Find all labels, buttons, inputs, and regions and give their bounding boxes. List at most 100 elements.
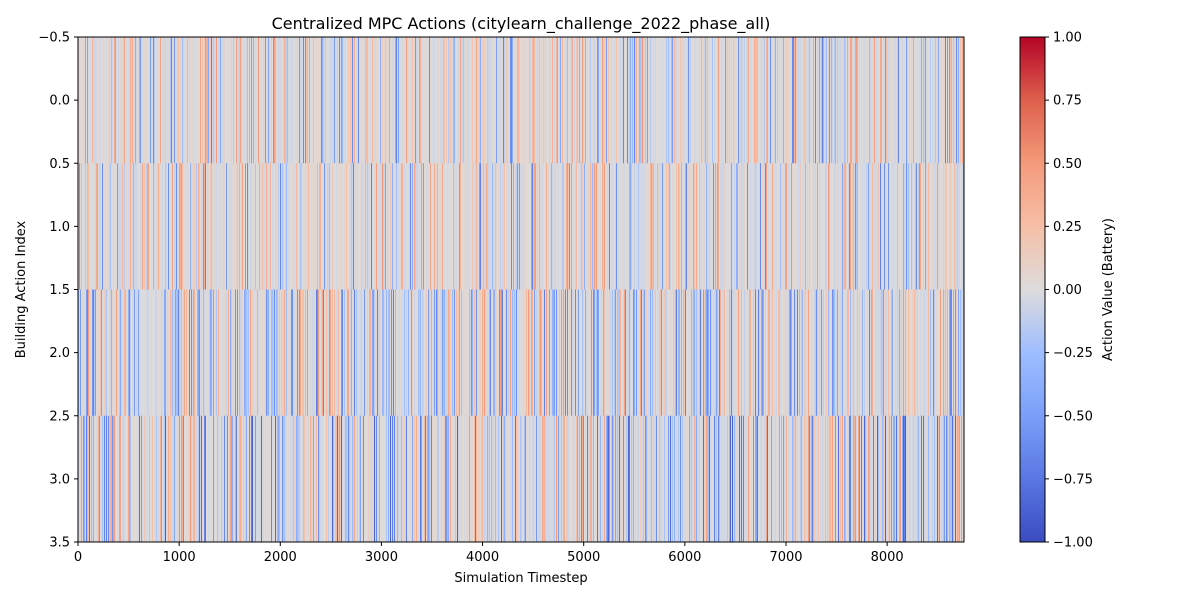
heatmap-cell — [772, 415, 774, 543]
heatmap-cell — [612, 37, 614, 164]
heatmap-cell — [472, 289, 474, 417]
heatmap-cell — [776, 289, 778, 417]
heatmap-cell — [476, 289, 478, 417]
heatmap-cell — [730, 37, 732, 164]
heatmap-cell — [548, 37, 550, 164]
heatmap-cell — [620, 289, 622, 417]
heatmap-cell — [683, 163, 685, 290]
heatmap-cell — [489, 415, 491, 543]
heatmap-cell — [184, 163, 186, 290]
heatmap-cell — [884, 415, 886, 543]
heatmap-cell — [757, 415, 759, 543]
heatmap-cell — [524, 289, 526, 417]
heatmap-cell — [471, 289, 473, 417]
heatmap-cell — [194, 415, 196, 543]
heatmap-cell — [783, 37, 785, 164]
heatmap-cell — [135, 289, 137, 417]
heatmap-cell — [708, 163, 710, 290]
heatmap-cell — [684, 163, 686, 290]
heatmap-cell — [746, 163, 748, 290]
heatmap-cell — [803, 415, 805, 543]
heatmap-cell — [502, 37, 504, 164]
heatmap-cell — [500, 37, 502, 164]
heatmap-cell — [431, 37, 433, 164]
heatmap-cell — [669, 289, 671, 417]
heatmap-cell — [542, 163, 544, 290]
heatmap-cell — [375, 415, 377, 543]
heatmap-cell — [784, 289, 786, 417]
heatmap-cell — [524, 163, 526, 290]
heatmap-cell — [910, 163, 912, 290]
heatmap-cell — [435, 37, 437, 164]
heatmap-cell — [587, 37, 589, 164]
heatmap-cell — [950, 37, 952, 164]
heatmap-cell — [87, 37, 89, 164]
heatmap-cell — [264, 163, 266, 290]
heatmap-cell — [945, 415, 947, 543]
heatmap-cell — [244, 415, 246, 543]
heatmap-cell — [879, 163, 881, 290]
heatmap-cell — [572, 415, 574, 543]
heatmap-cell — [474, 163, 476, 290]
heatmap-cell — [811, 163, 813, 290]
heatmap-cell — [299, 415, 301, 543]
heatmap-cell — [679, 289, 681, 417]
heatmap-cell — [907, 37, 909, 164]
heatmap-cell — [672, 163, 674, 290]
heatmap-cell — [289, 37, 291, 164]
heatmap-cell — [494, 415, 496, 543]
heatmap-cell — [80, 415, 82, 543]
heatmap-cell — [773, 37, 775, 164]
heatmap-cell — [608, 37, 610, 164]
heatmap-cell — [358, 415, 360, 543]
heatmap-cell — [761, 415, 763, 543]
heatmap-cell — [176, 163, 178, 290]
heatmap-cell — [335, 415, 337, 543]
heatmap-cell — [943, 415, 945, 543]
heatmap-cell — [603, 289, 605, 417]
heatmap-cell — [739, 415, 741, 543]
heatmap-cell — [853, 415, 855, 543]
heatmap-cell — [164, 415, 166, 543]
heatmap-cell — [705, 37, 707, 164]
heatmap-cell — [767, 415, 769, 543]
heatmap-cell — [555, 163, 557, 290]
heatmap-cell — [163, 163, 165, 290]
heatmap-cell — [476, 163, 478, 290]
heatmap-cell — [180, 289, 182, 417]
heatmap-cell — [822, 415, 824, 543]
heatmap-cell — [154, 37, 156, 164]
heatmap-cell — [478, 415, 480, 543]
heatmap-cell — [116, 415, 118, 543]
heatmap-cell — [482, 163, 484, 290]
heatmap-cell — [317, 415, 319, 543]
heatmap-cell — [528, 37, 530, 164]
heatmap-cell — [557, 163, 559, 290]
heatmap-cell — [599, 37, 601, 164]
heatmap-cell — [251, 415, 253, 543]
heatmap-cell — [151, 37, 153, 164]
heatmap-cell — [589, 289, 591, 417]
heatmap-cell — [472, 163, 474, 290]
heatmap-cell — [286, 37, 288, 164]
heatmap-cell — [207, 37, 209, 164]
heatmap-cell — [325, 37, 327, 164]
heatmap-cell — [807, 37, 809, 164]
heatmap-cell — [893, 37, 895, 164]
heatmap-cell — [345, 163, 347, 290]
heatmap-cell — [785, 289, 787, 417]
heatmap-cell — [81, 289, 83, 417]
heatmap-cell — [872, 289, 874, 417]
heatmap-cell — [906, 37, 908, 164]
heatmap-cell — [557, 289, 559, 417]
heatmap-cell — [820, 37, 822, 164]
heatmap-cell — [664, 415, 666, 543]
heatmap-cell — [403, 163, 405, 290]
heatmap-cell — [816, 289, 818, 417]
heatmap-cell — [545, 289, 547, 417]
heatmap-cell — [370, 289, 372, 417]
heatmap-cell — [461, 415, 463, 543]
heatmap-cell — [358, 289, 360, 417]
heatmap-cell — [885, 415, 887, 543]
heatmap-cell — [271, 163, 273, 290]
